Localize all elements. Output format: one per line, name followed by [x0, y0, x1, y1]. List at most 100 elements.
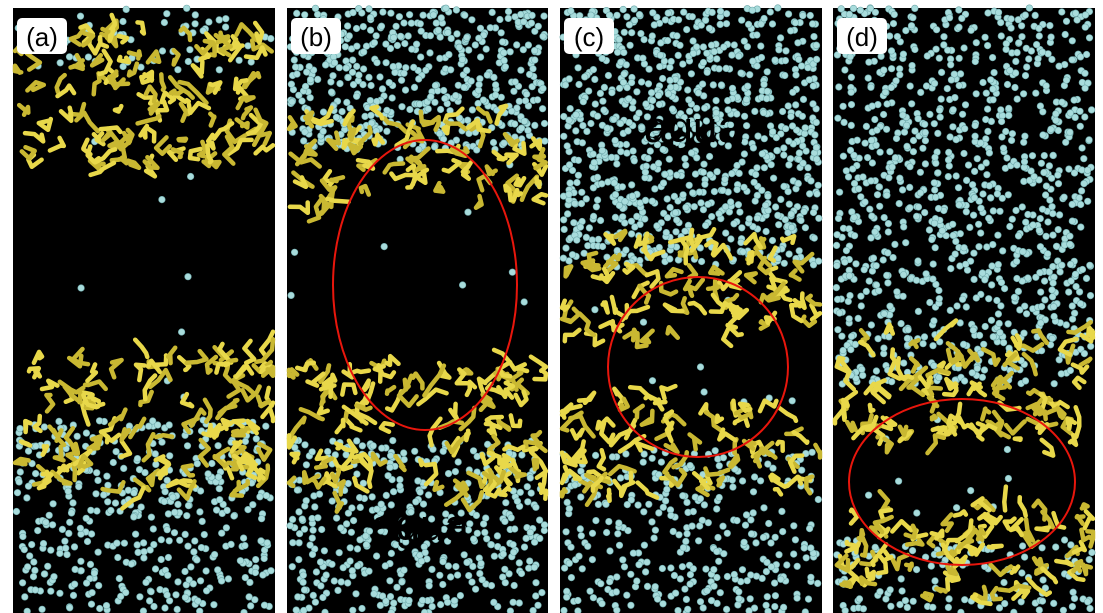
water-molecule: [594, 113, 601, 120]
water-molecule: [261, 602, 268, 609]
water-molecule: [1046, 269, 1053, 276]
water-molecule: [509, 269, 516, 276]
water-molecule: [614, 49, 621, 56]
water-molecule: [510, 599, 517, 606]
water-molecule: [636, 561, 643, 568]
water-molecule: [437, 601, 444, 608]
water-molecule: [188, 564, 195, 571]
water-molecule: [761, 15, 768, 22]
water-molecule: [947, 307, 954, 314]
water-molecule: [476, 81, 483, 88]
water-molecule: [889, 164, 896, 171]
water-molecule: [1044, 251, 1051, 258]
water-molecule: [886, 175, 893, 182]
water-molecule: [419, 597, 426, 604]
water-molecule: [367, 14, 374, 21]
water-molecule: [307, 76, 314, 83]
water-molecule: [799, 113, 806, 120]
water-molecule: [690, 50, 697, 57]
water-molecule: [151, 603, 158, 610]
water-molecule: [672, 209, 679, 216]
water-molecule: [883, 596, 890, 603]
water-molecule: [921, 334, 928, 341]
surfactant-molecule: [800, 294, 805, 308]
water-molecule: [1037, 243, 1044, 250]
water-molecule: [451, 597, 458, 604]
water-molecule: [892, 154, 899, 161]
water-molecule: [340, 564, 347, 571]
surfactant-molecule: [771, 475, 779, 481]
water-molecule: [390, 63, 397, 70]
water-molecule: [250, 501, 257, 508]
water-molecule: [390, 437, 397, 444]
water-molecule: [330, 54, 337, 61]
water-molecule: [383, 598, 390, 605]
water-molecule: [593, 517, 600, 524]
water-molecule: [194, 557, 201, 564]
water-molecule: [686, 182, 693, 189]
water-molecule: [917, 190, 924, 197]
surfactant-molecule: [842, 583, 851, 587]
water-molecule: [970, 212, 977, 219]
water-molecule: [634, 213, 641, 220]
water-molecule: [813, 42, 820, 49]
water-molecule: [739, 566, 746, 573]
water-molecule: [996, 320, 1003, 327]
surfactant-molecule: [327, 199, 348, 202]
water-molecule: [595, 236, 602, 243]
water-molecule: [1062, 31, 1069, 38]
water-molecule: [1039, 206, 1046, 213]
water-molecule: [900, 112, 907, 119]
water-molecule: [790, 551, 797, 558]
water-molecule: [517, 489, 524, 496]
water-molecule: [885, 220, 892, 227]
water-molecule: [440, 558, 447, 565]
water-molecule: [1004, 155, 1011, 162]
water-molecule: [700, 59, 707, 66]
water-molecule: [687, 571, 694, 578]
water-molecule: [638, 79, 645, 86]
water-molecule: [192, 538, 199, 545]
water-molecule: [616, 85, 623, 92]
water-molecule: [773, 134, 780, 141]
water-molecule: [379, 445, 386, 452]
water-molecule: [580, 122, 587, 129]
water-molecule: [997, 208, 1004, 215]
water-molecule: [1077, 300, 1084, 307]
water-molecule: [338, 525, 345, 532]
water-molecule: [912, 5, 919, 12]
water-molecule: [872, 116, 879, 123]
water-molecule: [572, 482, 579, 489]
water-molecule: [1069, 57, 1076, 64]
water-molecule: [808, 545, 815, 552]
water-molecule: [470, 536, 477, 543]
water-molecule: [881, 345, 888, 352]
water-molecule: [216, 485, 223, 492]
water-molecule: [508, 515, 515, 522]
water-molecule: [975, 221, 982, 228]
water-molecule: [704, 587, 711, 594]
water-molecule: [961, 150, 968, 157]
water-molecule: [750, 489, 757, 496]
water-molecule: [178, 329, 185, 336]
water-molecule: [131, 490, 138, 497]
water-molecule: [936, 374, 943, 381]
water-molecule: [848, 122, 855, 129]
water-molecule: [986, 183, 993, 190]
water-molecule: [898, 320, 905, 327]
water-molecule: [294, 71, 301, 78]
surfactant-molecule: [210, 114, 214, 126]
water-molecule: [738, 239, 745, 246]
water-molecule: [945, 157, 952, 164]
surfactant-molecule: [708, 287, 719, 289]
water-molecule: [946, 163, 953, 170]
water-molecule: [464, 34, 471, 41]
water-molecule: [931, 318, 938, 325]
water-molecule: [927, 299, 934, 306]
water-molecule: [452, 92, 459, 99]
water-molecule: [14, 489, 21, 496]
water-molecule: [293, 607, 300, 613]
water-molecule: [1069, 38, 1076, 45]
water-molecule: [761, 164, 768, 171]
surfactant-molecule: [420, 460, 423, 465]
